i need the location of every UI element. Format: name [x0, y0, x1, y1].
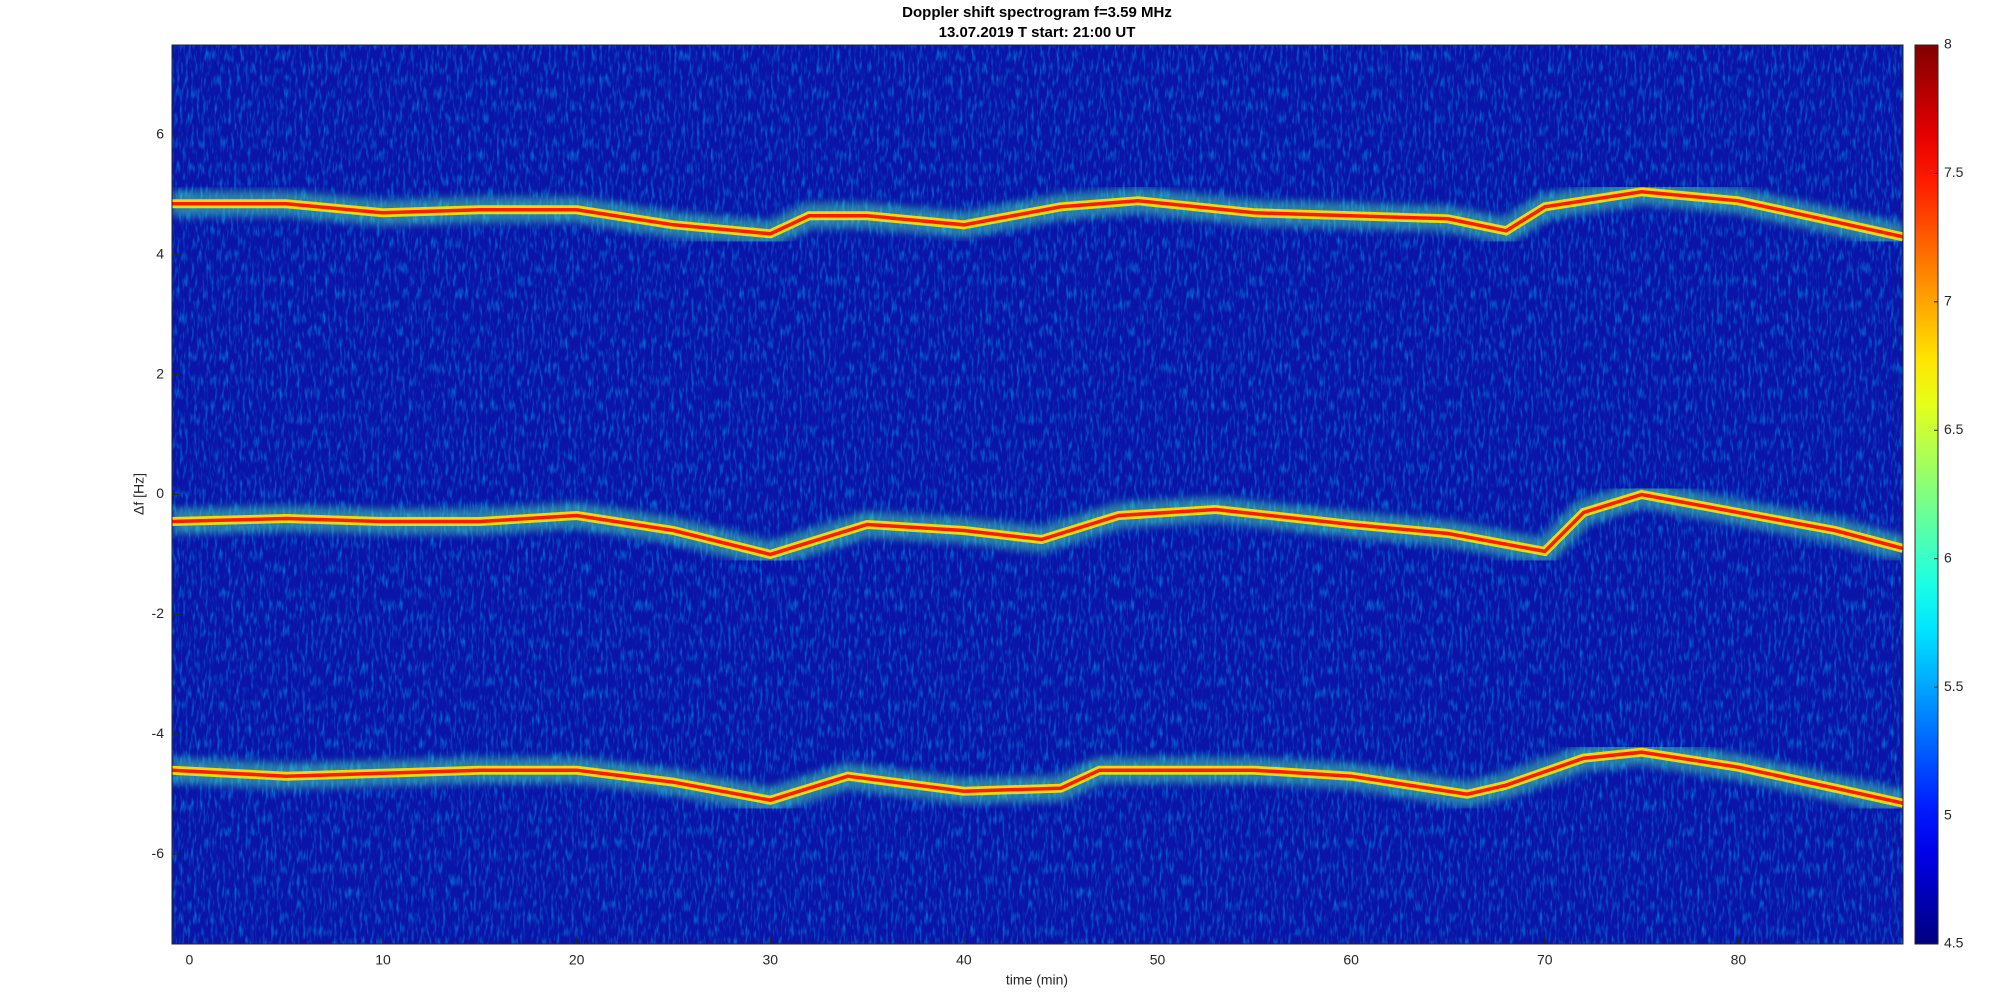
chart-subtitle: 13.07.2019 T start: 21:00 UT — [939, 24, 1136, 41]
x-tick-label: 30 — [763, 952, 779, 968]
x-axis-label: time (min) — [1006, 972, 1068, 988]
x-tick-label: 60 — [1343, 952, 1359, 968]
y-axis-label: Δf [Hz] — [131, 473, 147, 515]
x-tick-label: 50 — [1150, 952, 1166, 968]
colorbar-tick-label: 7.5 — [1944, 164, 1964, 180]
x-tick-label: 70 — [1537, 952, 1553, 968]
x-tick-label: 0 — [186, 952, 194, 968]
colorbar — [1914, 44, 1939, 945]
traces — [172, 178, 1903, 816]
y-tick-label: -6 — [152, 845, 165, 861]
y-tick-label: 4 — [156, 245, 164, 261]
colorbar-tick-label: 8 — [1944, 36, 1952, 52]
y-tick-label: -2 — [152, 605, 165, 621]
trace — [172, 190, 1903, 239]
y-tick-label: -4 — [152, 725, 165, 741]
trace — [172, 750, 1903, 805]
colorbar-tick-label: 6.5 — [1944, 421, 1964, 437]
y-tick-label: 0 — [156, 485, 164, 501]
colorbar-tick-label: 7 — [1944, 293, 1952, 309]
colorbar-tick-label: 4.5 — [1944, 935, 1964, 951]
trace — [172, 492, 1903, 557]
y-tick-label: 2 — [156, 365, 164, 381]
colorbar-tick-label: 5 — [1944, 806, 1952, 822]
x-tick-label: 80 — [1731, 952, 1747, 968]
x-tick-label: 40 — [956, 952, 972, 968]
colorbar-tick-label: 5.5 — [1944, 678, 1964, 694]
colorbar-tick-label: 6 — [1944, 549, 1952, 565]
y-tick-label: 6 — [156, 126, 164, 142]
chart-title: Doppler shift spectrogram f=3.59 MHz — [902, 4, 1172, 21]
x-tick-label: 20 — [569, 952, 585, 968]
x-tick-label: 10 — [375, 952, 391, 968]
